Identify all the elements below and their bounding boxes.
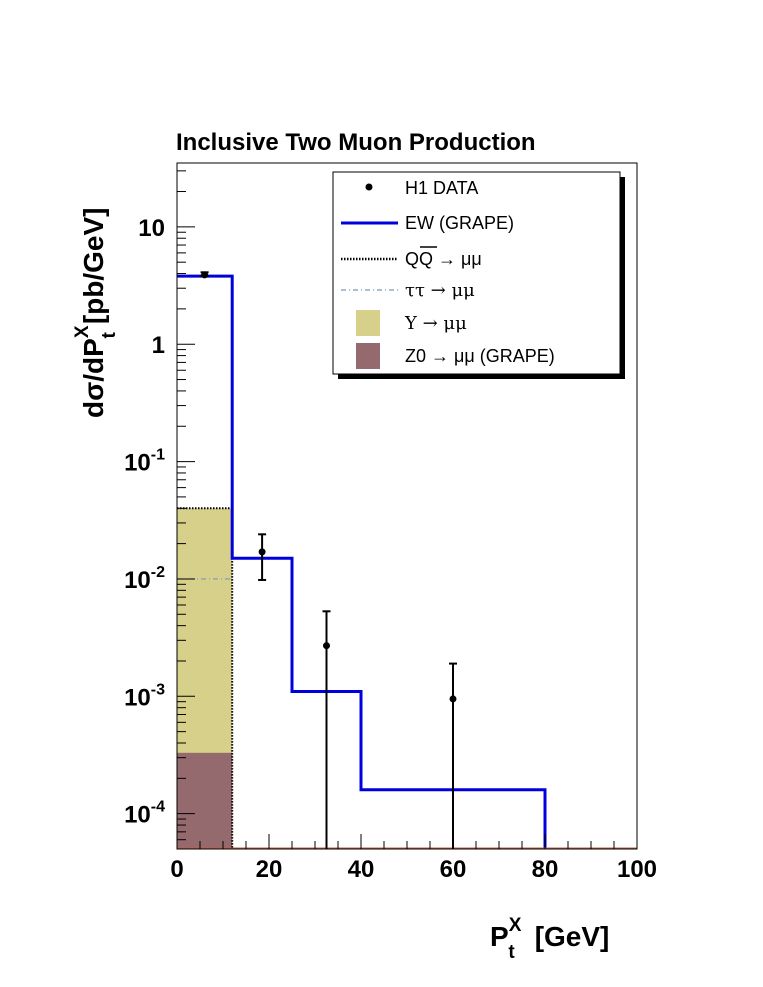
plot-area: [177, 271, 637, 849]
legend-data-marker: [365, 183, 373, 191]
y-tick-label: 10-2: [124, 564, 165, 594]
legend-label-qq: QQ → μμ: [405, 249, 482, 269]
data-point: [449, 695, 457, 703]
legend: H1 DATA EW (GRAPE) QQ → μμ ττ → μμ Υ → μμ Z0 …: [332, 171, 625, 379]
y-axis-label-group: dσ/dPX t[pb/GeV]: [72, 207, 120, 418]
y-tick-label: 10-4: [124, 799, 165, 829]
data-point: [323, 642, 330, 650]
legend-label-tautau: ττ → μμ: [405, 280, 475, 301]
legend-label-z0: Z0 → μμ (GRAPE): [405, 346, 555, 366]
legend-box: [332, 171, 621, 375]
legend-z0-swatch: [356, 343, 380, 369]
chart-title: Inclusive Two Muon Production: [176, 129, 536, 156]
x-tick-label: 40: [348, 856, 375, 883]
y-tick-label: 1: [152, 332, 165, 359]
axis-labels: PX t[GeV] dσ/dPX t[pb/GeV]: [72, 207, 609, 963]
y-tick-label: 10-3: [124, 681, 165, 711]
data-point: [201, 271, 209, 279]
data-point: [258, 548, 266, 556]
ew-line: [177, 274, 547, 849]
x-axis-label: PX t[GeV]: [490, 915, 609, 963]
legend-label-ew: EW (GRAPE): [405, 213, 514, 233]
y-tick-label: 10-1: [124, 447, 165, 477]
y-tick-label: 10: [138, 215, 165, 242]
z0-bar: [177, 752, 233, 849]
x-tick-label: 100: [617, 856, 657, 883]
axes: 0 20 40 60 80 100 10-4 10-3 10-2 10-1 1 10: [124, 170, 657, 883]
legend-label-data: H1 DATA: [405, 178, 478, 198]
x-tick-label: 20: [256, 856, 283, 883]
x-tick-label: 0: [170, 856, 183, 883]
x-tick-label: 60: [440, 856, 467, 883]
legend-label-upsilon: Υ → μμ: [404, 313, 467, 334]
legend-upsilon-swatch: [356, 310, 380, 336]
x-tick-label: 80: [532, 856, 559, 883]
y-axis-label: dσ/dPX t[pb/GeV]: [72, 207, 120, 418]
